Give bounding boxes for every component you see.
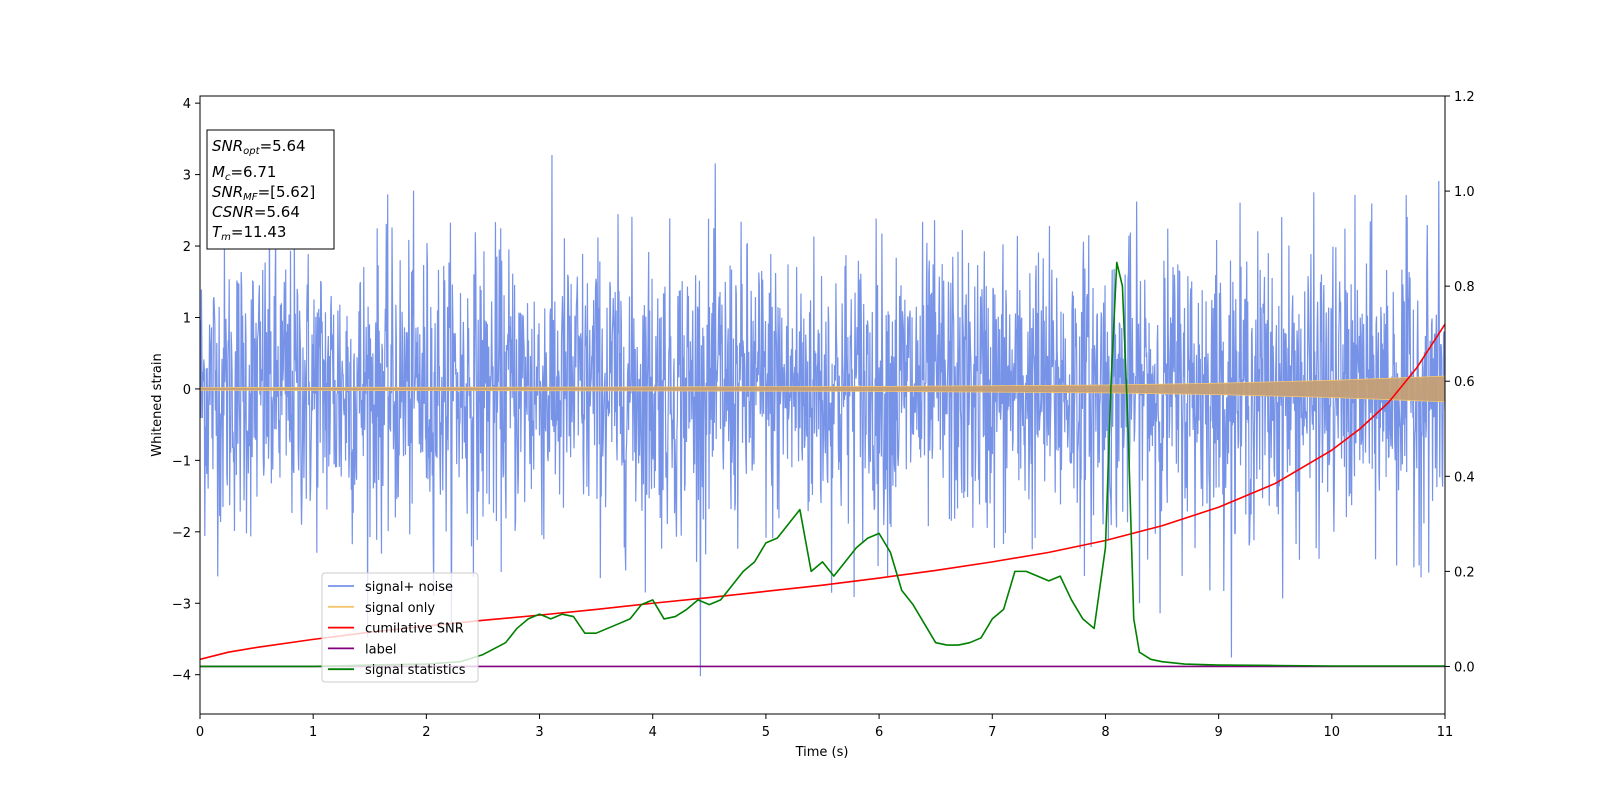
y-right-tick-label: 0.2 [1454, 565, 1475, 580]
series-signal-statistics [200, 261, 1445, 668]
x-tick-label: 7 [988, 725, 996, 740]
x-tick-label: 8 [1101, 725, 1109, 740]
x-tick-label: 5 [762, 725, 770, 740]
y-right-tick-label: 0.4 [1454, 470, 1475, 485]
y-left-tick-label: −1 [172, 454, 191, 469]
x-tick-label: 6 [875, 725, 883, 740]
y-left-tick-label: 3 [183, 169, 191, 184]
x-tick-label: 2 [422, 725, 430, 740]
y-left-tick-label: −4 [172, 669, 191, 684]
x-tick-label: 1 [309, 725, 317, 740]
annotation-line: CSNR=5.64 [212, 203, 300, 221]
y-right-tick-label: 0.0 [1454, 660, 1475, 675]
y-left-tick-label: −3 [172, 597, 191, 612]
y-axis-right: 0.0 0.2 0.4 0.6 0.8 1.0 1.2 [1445, 90, 1475, 675]
legend-label: signal+ noise [365, 580, 453, 595]
y-right-tick-label: 0.6 [1454, 375, 1475, 390]
annotation-line: Mc=6.71 [212, 163, 276, 183]
x-tick-label: 11 [1437, 725, 1454, 740]
x-axis: 0 1 2 3 4 5 6 7 8 9 10 11 [196, 714, 1453, 740]
annotation-line: SNRopt=5.64 [212, 137, 306, 157]
legend-label: label [365, 642, 396, 657]
legend-label: signal statistics [365, 663, 466, 678]
x-tick-label: 3 [535, 725, 543, 740]
y-left-tick-label: 2 [183, 240, 191, 255]
y-axis-left: −4 −3 −2 −1 0 1 2 3 4 [172, 97, 200, 684]
x-tick-label: 0 [196, 725, 204, 740]
annotation-line: SNRMF=[5.62] [212, 183, 315, 203]
x-tick-label: 4 [649, 725, 657, 740]
y-right-tick-label: 1.0 [1454, 185, 1475, 200]
annotation-line: Tm=11.43 [212, 223, 286, 243]
series-signal-only [200, 375, 1445, 403]
x-tick-label: 9 [1214, 725, 1222, 740]
y-left-tick-label: 4 [183, 97, 191, 112]
series-signal-plus-noise [200, 154, 1445, 677]
x-tick-label: 10 [1324, 725, 1341, 740]
y-left-tick-label: −2 [172, 526, 191, 541]
y-left-tick-label: 1 [183, 311, 191, 326]
y-axis-label-left: Whitened strain [150, 353, 165, 456]
plot-frame [199, 95, 1446, 715]
legend-label: cumilative SNR [365, 622, 464, 637]
x-axis-label: Time (s) [795, 745, 849, 760]
y-right-tick-label: 0.8 [1454, 280, 1475, 295]
legend-label: signal only [365, 601, 435, 616]
y-left-tick-label: 0 [183, 383, 191, 398]
y-right-tick-label: 1.2 [1454, 90, 1475, 105]
legend: signal+ noise signal only cumilative SNR la… [321, 572, 479, 683]
